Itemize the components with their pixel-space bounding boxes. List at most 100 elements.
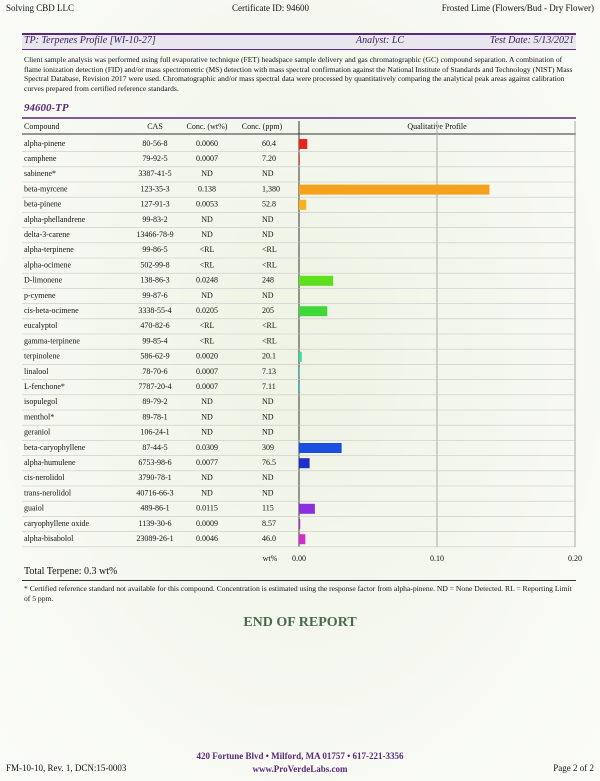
conc-ppm: ND [262, 488, 274, 497]
compound: camphene [24, 154, 57, 163]
compound: cis-beta-ocimene [24, 306, 79, 315]
compound: trans-nerolidol [24, 488, 72, 497]
conc-ppm: 205 [262, 306, 274, 315]
cas: 13466-78-9 [136, 230, 173, 239]
compound: alpha-humulene [24, 458, 76, 467]
conc-wt: 0.0046 [196, 534, 218, 543]
cas: 99-87-6 [142, 291, 167, 300]
conc-wt: ND [201, 488, 213, 497]
column-header: Conc. (ppm) [242, 122, 283, 131]
conc-wt: ND [201, 473, 213, 482]
compound: geraniol [24, 428, 51, 437]
conc-ppm: ND [262, 473, 274, 482]
conc-wt: 0.0115 [196, 504, 218, 513]
sample-name: Frosted Lime (Flowers/Bud - Dry Flower) [441, 3, 594, 13]
cas: 79-92-5 [142, 154, 167, 163]
cas: 3338-55-4 [138, 306, 171, 315]
cas: 99-83-2 [142, 215, 167, 224]
compound: gamma-terpinene [24, 336, 80, 345]
section-title: TP: Terpenes Profile [WI-10-27] [24, 35, 156, 46]
conc-ppm: ND [262, 230, 274, 239]
conc-ppm: <RL [262, 260, 277, 269]
conc-ppm: 7.20 [262, 154, 276, 163]
conc-wt: ND [201, 230, 213, 239]
conc-ppm: 309 [262, 443, 274, 452]
cas: 99-85-4 [142, 336, 167, 345]
bar [299, 458, 310, 469]
bar [299, 534, 306, 545]
conc-ppm: ND [262, 215, 274, 224]
analyst: Analyst: LC [356, 35, 405, 46]
compound: p-cymene [24, 291, 56, 300]
compound: alpha-pinene [24, 139, 66, 148]
compound: L-fenchone* [24, 382, 65, 391]
conc-ppm: ND [262, 169, 274, 178]
cas: 3387-41-5 [138, 169, 171, 178]
compound: alpha-phellandrene [24, 215, 86, 224]
conc-ppm: 46.0 [262, 534, 276, 543]
cas: 99-86-5 [142, 245, 167, 254]
conc-wt: 0.0205 [196, 306, 218, 315]
bar [299, 351, 302, 362]
x-tick-label: 0.20 [568, 554, 582, 563]
cas: 489-86-1 [140, 504, 169, 513]
conc-ppm: ND [262, 291, 274, 300]
bar [299, 154, 300, 165]
conc-wt: 0.0077 [196, 458, 218, 467]
compound: terpinolene [24, 352, 60, 361]
conc-ppm: ND [262, 428, 274, 437]
page-number: Page 2 of 2 [553, 763, 594, 773]
footnote: * Certified reference standard not avail… [24, 584, 572, 603]
test-date: Test Date: 5/13/2021 [489, 35, 574, 46]
compound: menthol* [24, 412, 54, 421]
bar [299, 306, 328, 317]
conc-wt: 0.0007 [196, 382, 218, 391]
x-tick-label: 0.00 [292, 554, 306, 563]
company: Solving CBD LLC [6, 3, 75, 13]
compound: D-limonene [24, 276, 63, 285]
cas: 138-86-3 [140, 276, 169, 285]
conc-wt: ND [201, 412, 213, 421]
conc-wt: ND [201, 215, 213, 224]
conc-ppm: 76.5 [262, 458, 276, 467]
conc-wt: ND [201, 169, 213, 178]
rule [22, 580, 576, 581]
conc-ppm: 8.57 [262, 519, 276, 528]
conc-wt: ND [201, 291, 213, 300]
cas: 40716-66-3 [136, 488, 173, 497]
conc-wt: 0.0309 [196, 443, 218, 452]
sample-id: 94600-TP [24, 102, 69, 114]
column-header: Conc. (wt%) [187, 122, 228, 131]
conc-wt: <RL [200, 336, 215, 345]
cas: 502-99-8 [140, 260, 169, 269]
certificate: Certificate ID: 94600 [232, 3, 309, 13]
section-bar [22, 33, 576, 50]
compound: cis-nerolidol [24, 473, 65, 482]
x-tick-label: 0.10 [430, 554, 444, 563]
column-header: Compound [24, 122, 60, 131]
x-axis-label: wt% [263, 554, 278, 563]
conc-ppm: ND [262, 412, 274, 421]
conc-ppm: <RL [262, 245, 277, 254]
cas: 586-62-9 [140, 352, 169, 361]
conc-ppm: <RL [262, 321, 277, 330]
conc-wt: 0.0007 [196, 154, 218, 163]
conc-wt: 0.138 [198, 184, 216, 193]
compound: eucalyptol [24, 321, 58, 330]
compound: guaiol [24, 504, 45, 513]
conc-wt: 0.0053 [196, 200, 218, 209]
conc-ppm: 7.13 [262, 367, 276, 376]
conc-wt: <RL [200, 245, 215, 254]
conc-wt: 0.0007 [196, 367, 218, 376]
compound: linalool [24, 367, 49, 376]
cas: 3790-78-1 [138, 473, 171, 482]
cas: 23089-26-1 [136, 534, 173, 543]
cas: 7787-20-4 [138, 382, 171, 391]
address: 420 Fortune Blvd • Milford, MA 01757 • 6… [196, 751, 404, 761]
cas: 6753-98-6 [138, 458, 171, 467]
compound: caryophyllene oxide [24, 519, 90, 528]
conc-wt: 0.0009 [196, 519, 218, 528]
conc-wt: 0.0248 [196, 276, 218, 285]
